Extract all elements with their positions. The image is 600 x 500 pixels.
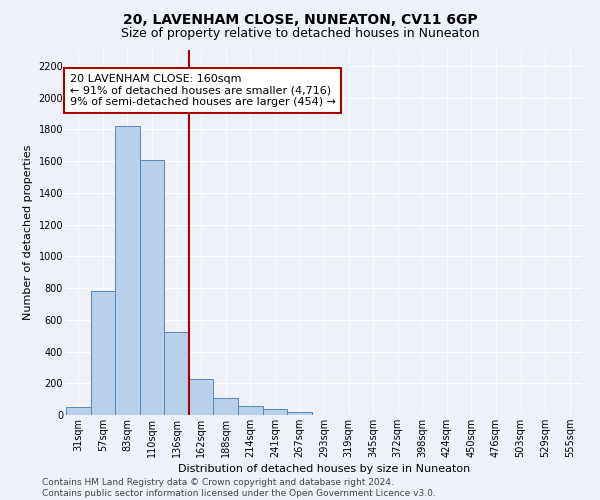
Y-axis label: Number of detached properties: Number of detached properties — [23, 145, 33, 320]
Bar — [140, 160, 164, 415]
Text: Contains HM Land Registry data © Crown copyright and database right 2024.
Contai: Contains HM Land Registry data © Crown c… — [42, 478, 436, 498]
Bar — [214, 398, 238, 415]
Text: 20 LAVENHAM CLOSE: 160sqm
← 91% of detached houses are smaller (4,716)
9% of sem: 20 LAVENHAM CLOSE: 160sqm ← 91% of detac… — [70, 74, 335, 107]
Bar — [263, 410, 287, 415]
Text: 20, LAVENHAM CLOSE, NUNEATON, CV11 6GP: 20, LAVENHAM CLOSE, NUNEATON, CV11 6GP — [122, 12, 478, 26]
X-axis label: Distribution of detached houses by size in Nuneaton: Distribution of detached houses by size … — [178, 464, 470, 474]
Bar — [164, 332, 189, 415]
Bar — [189, 378, 214, 415]
Bar — [287, 412, 312, 415]
Text: Size of property relative to detached houses in Nuneaton: Size of property relative to detached ho… — [121, 28, 479, 40]
Bar — [91, 291, 115, 415]
Bar — [66, 407, 91, 415]
Bar — [238, 406, 263, 415]
Bar — [115, 126, 140, 415]
